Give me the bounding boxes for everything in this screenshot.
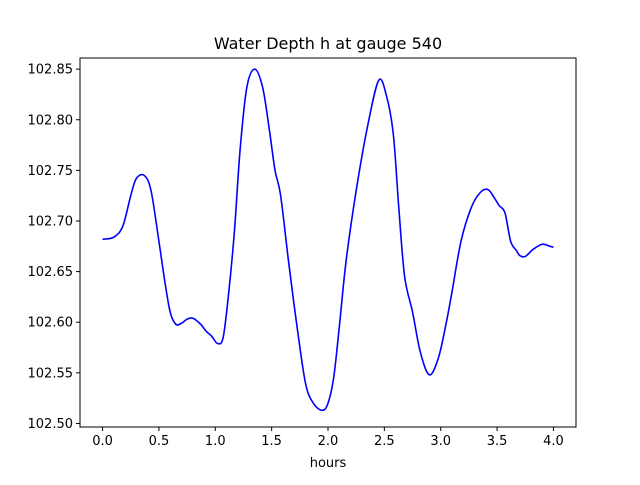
x-tick-label: 3.5 [487,434,508,449]
y-tick-label: 102.60 [28,316,74,331]
x-tick-label: 0.5 [149,434,170,449]
x-axis-title: hours [310,456,347,471]
x-tick-label: 1.5 [261,434,282,449]
x-tick-label: 0.0 [92,434,113,449]
y-tick-label: 102.70 [28,214,74,229]
plot-layer [102,68,554,412]
x-tick-label: 1.0 [205,434,226,449]
x-tick-label: 4.0 [543,434,564,449]
y-tick-label: 102.50 [28,417,74,432]
x-tick-label: 2.0 [318,434,339,449]
y-tick-label: 102.80 [28,113,74,128]
y-axis: 102.50 102.55 102.60 102.65 102.70 102.75 102.… [28,63,80,432]
chart-title: Water Depth h at gauge 540 [214,34,442,53]
plot-frame [79,57,577,428]
series-line [102,68,554,412]
y-tick-label: 102.75 [28,164,74,179]
y-tick-label: 102.55 [28,366,74,381]
y-tick-label: 102.85 [28,63,74,78]
x-tick-label: 3.0 [430,434,451,449]
x-axis: 0.0 0.5 1.0 1.5 2.0 2.5 3.0 3.5 4.0 [92,427,564,449]
y-tick-label: 102.65 [28,265,74,280]
x-tick-label: 2.5 [374,434,395,449]
